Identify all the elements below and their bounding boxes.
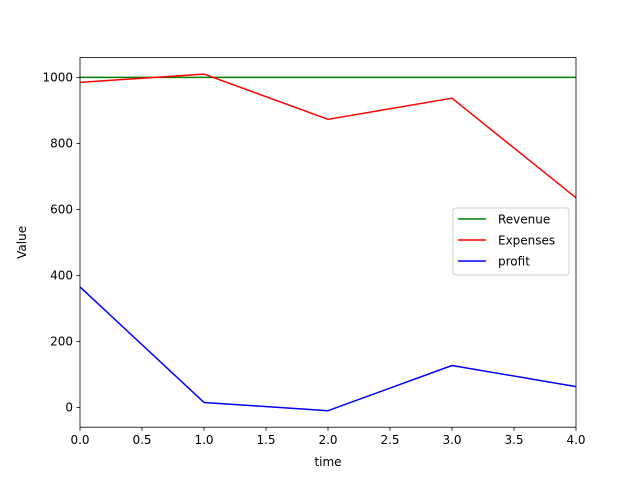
x-tick-label: 3.0 — [442, 433, 461, 447]
y-tick-label: 600 — [50, 203, 73, 217]
legend: Revenue Expenses profit — [452, 207, 570, 276]
y-axis-ticks: 0 200 400 600 800 1000 — [42, 71, 80, 415]
x-tick-label: 1.0 — [194, 433, 213, 447]
x-tick-label: 3.5 — [504, 433, 523, 447]
legend-box — [452, 207, 570, 276]
x-tick-label: 0.5 — [132, 433, 151, 447]
y-tick-label: 1000 — [42, 71, 73, 85]
x-tick-label: 4.0 — [566, 433, 585, 447]
y-axis-label: Value — [15, 226, 29, 259]
x-tick-label: 2.0 — [318, 433, 337, 447]
y-tick-label: 800 — [50, 137, 73, 151]
x-tick-label: 1.5 — [256, 433, 275, 447]
series-layer — [79, 73, 577, 412]
y-tick-label: 200 — [50, 335, 73, 349]
y-tick-label: 0 — [65, 401, 73, 415]
x-tick-label: 2.5 — [380, 433, 399, 447]
series-line-profit — [79, 286, 577, 412]
x-tick-label: 0.0 — [70, 433, 89, 447]
legend-label: Revenue — [498, 212, 550, 226]
x-axis-label: time — [314, 455, 341, 469]
series-line-expenses — [79, 73, 577, 199]
legend-label: Expenses — [498, 233, 555, 247]
x-axis-ticks: 0.0 0.5 1.0 1.5 2.0 2.5 3.0 3.5 4.0 — [70, 427, 586, 447]
y-tick-label: 400 — [50, 269, 73, 283]
legend-label: profit — [498, 254, 530, 268]
